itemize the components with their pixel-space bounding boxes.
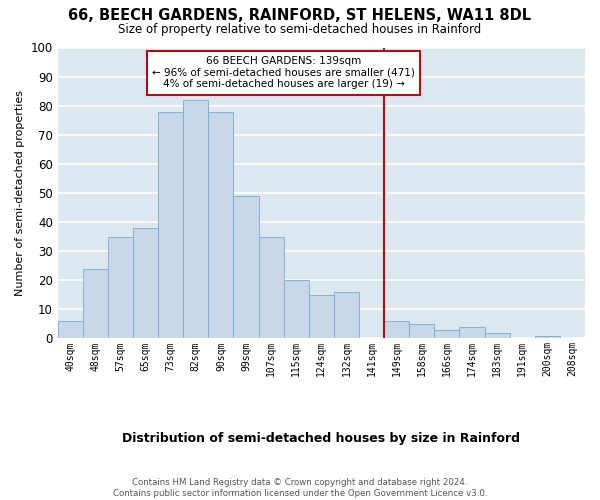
Text: 66 BEECH GARDENS: 139sqm
← 96% of semi-detached houses are smaller (471)
4% of s: 66 BEECH GARDENS: 139sqm ← 96% of semi-d… bbox=[152, 56, 415, 90]
Bar bbox=[309, 295, 334, 339]
Bar bbox=[434, 330, 460, 338]
Bar bbox=[108, 236, 133, 338]
Bar bbox=[58, 321, 83, 338]
X-axis label: Distribution of semi-detached houses by size in Rainford: Distribution of semi-detached houses by … bbox=[122, 432, 520, 445]
Bar bbox=[158, 112, 183, 338]
Bar bbox=[535, 336, 560, 338]
Bar bbox=[460, 327, 485, 338]
Bar bbox=[259, 236, 284, 338]
Y-axis label: Number of semi-detached properties: Number of semi-detached properties bbox=[15, 90, 25, 296]
Bar bbox=[284, 280, 309, 338]
Text: 66, BEECH GARDENS, RAINFORD, ST HELENS, WA11 8DL: 66, BEECH GARDENS, RAINFORD, ST HELENS, … bbox=[68, 8, 532, 22]
Bar bbox=[133, 228, 158, 338]
Bar bbox=[409, 324, 434, 338]
Bar bbox=[384, 321, 409, 338]
Bar bbox=[183, 100, 208, 338]
Bar bbox=[208, 112, 233, 338]
Bar bbox=[233, 196, 259, 338]
Bar bbox=[485, 332, 509, 338]
Bar bbox=[334, 292, 359, 339]
Bar bbox=[83, 268, 108, 338]
Text: Size of property relative to semi-detached houses in Rainford: Size of property relative to semi-detach… bbox=[118, 22, 482, 36]
Text: Contains HM Land Registry data © Crown copyright and database right 2024.
Contai: Contains HM Land Registry data © Crown c… bbox=[113, 478, 487, 498]
